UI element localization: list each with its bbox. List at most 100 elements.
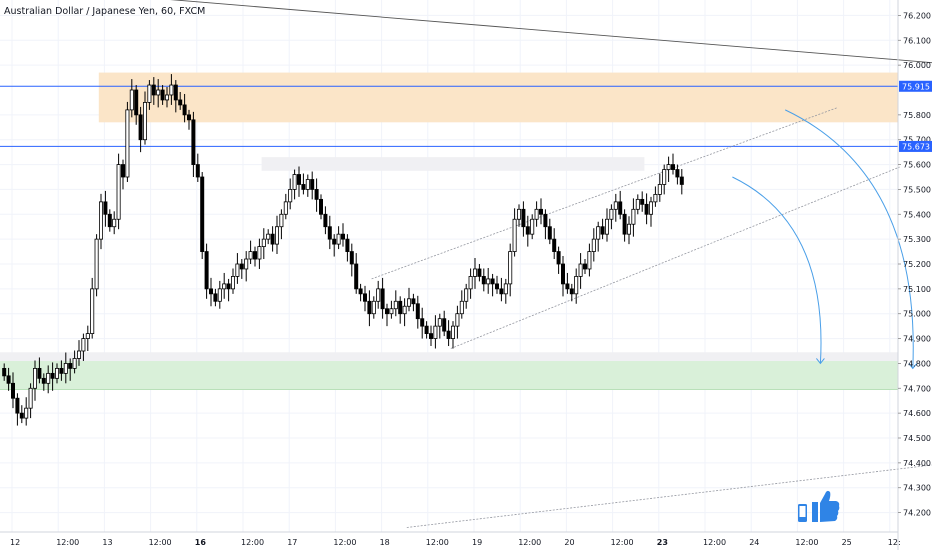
candle-body-up — [508, 251, 513, 285]
candle-body-down — [314, 189, 319, 200]
time-tick-label: 12:00 — [518, 538, 541, 547]
candle — [583, 259, 588, 274]
candle — [587, 243, 592, 277]
candle-body-down — [494, 283, 499, 290]
candle — [116, 153, 121, 230]
candle — [257, 238, 262, 269]
candle-body-up — [283, 201, 288, 215]
candle-body-up — [605, 218, 610, 235]
candle-body-down — [349, 251, 354, 265]
price-tick-label: 75.100 — [903, 285, 931, 294]
candle-body-up — [666, 164, 671, 170]
price-tick-label: 74.200 — [903, 509, 931, 518]
candle-body-down — [398, 300, 403, 315]
candle-body-down — [138, 114, 143, 141]
time-tick-label: 12: — [888, 538, 901, 547]
candle — [389, 300, 394, 319]
candle — [296, 166, 301, 197]
candle-body-up — [164, 94, 169, 101]
candle — [147, 80, 152, 110]
candle — [72, 350, 77, 374]
time-axis[interactable]: 12 12:00 13 12:00 16 12:00 17 12:00 18 12:00 19 12:… — [10, 538, 901, 547]
candle-body-up — [472, 268, 477, 277]
candle — [292, 169, 297, 200]
candle — [24, 397, 29, 426]
candle-body-up — [402, 305, 407, 315]
candle — [622, 209, 627, 242]
candle — [539, 198, 544, 225]
candle — [578, 253, 583, 289]
candle-body-down — [59, 367, 64, 374]
candle-body-down — [521, 208, 526, 228]
candle-body-down — [556, 251, 561, 265]
candle — [125, 101, 130, 182]
candle — [547, 218, 552, 245]
long-support-line[interactable] — [406, 458, 932, 528]
candle-body-down — [182, 104, 187, 116]
candle-body-down — [490, 278, 495, 285]
projection-arrow-long[interactable] — [784, 109, 918, 370]
candle-body-down — [552, 238, 557, 252]
candle — [671, 153, 676, 175]
candle — [666, 156, 671, 182]
candle-body-up — [266, 233, 271, 240]
candle-body-down — [340, 233, 345, 240]
price-tick-label: 76.100 — [903, 36, 931, 45]
candle — [653, 186, 658, 207]
candle-body-down — [640, 198, 645, 205]
candle — [468, 268, 473, 299]
candle-body-down — [68, 363, 73, 369]
candle — [354, 253, 359, 294]
candle — [186, 109, 191, 130]
candle — [305, 174, 310, 197]
candle — [15, 393, 20, 426]
candle — [640, 191, 645, 212]
candle — [129, 79, 134, 118]
candle-body-down — [252, 251, 257, 260]
candle-body-up — [468, 276, 473, 290]
candle — [226, 278, 231, 302]
candle — [499, 277, 504, 302]
candle — [46, 365, 51, 394]
candle — [358, 283, 363, 302]
candle — [450, 321, 455, 349]
candle — [248, 240, 253, 264]
candle-body-down — [384, 308, 389, 315]
candle — [371, 296, 376, 319]
candle — [112, 211, 117, 235]
candle-body-down — [50, 372, 55, 379]
candle-body-up — [142, 102, 147, 141]
long-resistance-line[interactable] — [152, 0, 932, 68]
price-tick-label: 74.900 — [903, 335, 931, 344]
projection-arrow-short[interactable] — [732, 176, 825, 365]
time-tick-label: 24 — [749, 538, 759, 547]
price-tick-label: 76.000 — [903, 61, 931, 70]
time-tick-label: 12:00 — [56, 538, 79, 547]
candle — [486, 267, 491, 294]
candle — [121, 159, 126, 190]
candle — [252, 246, 257, 267]
price-axis[interactable]: 76.200 76.100 76.000 75.800 75.700 75.600 75.5… — [898, 11, 932, 518]
candle — [191, 111, 196, 177]
time-tick-label: 12:00 — [795, 538, 818, 547]
candle-body-down — [600, 226, 605, 235]
candle — [428, 325, 433, 347]
candle-body-up — [534, 208, 539, 220]
candle — [613, 193, 618, 222]
channel-lower-line[interactable] — [450, 166, 900, 349]
candle — [204, 243, 209, 299]
candle-body-up — [613, 201, 618, 210]
candle — [332, 234, 337, 257]
price-tick-label: 75.300 — [903, 235, 931, 244]
supply-zone — [98, 72, 899, 123]
candle — [173, 80, 178, 113]
candle — [178, 91, 183, 110]
candle-body-down — [200, 176, 205, 252]
candle-body-down — [327, 226, 332, 240]
candle — [142, 91, 147, 145]
candle-body-up — [129, 89, 134, 111]
channel-upper-line[interactable] — [371, 107, 839, 280]
candle — [90, 277, 95, 339]
candle-body-up — [455, 313, 460, 327]
